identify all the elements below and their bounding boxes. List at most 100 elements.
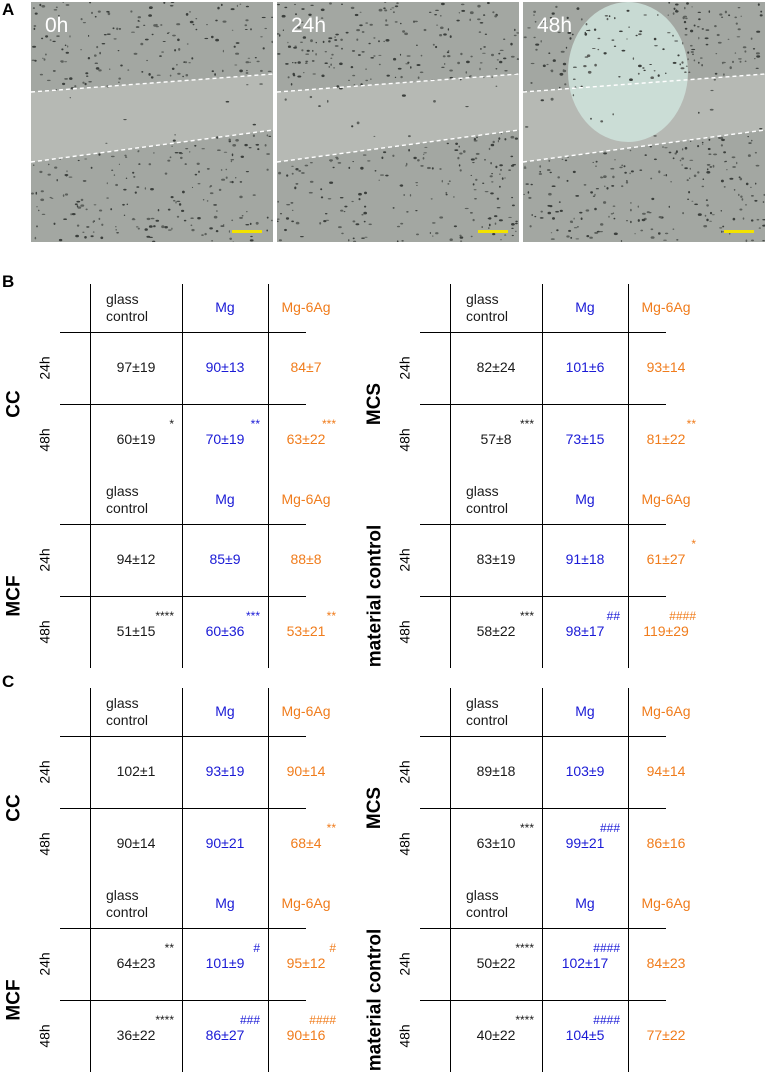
significance-marker: *** [519,609,534,623]
grid-line [542,284,543,476]
significance-marker: #### [309,1013,336,1027]
cell-value: 101±6 [565,359,605,376]
table-cell: 103±9 [542,736,628,808]
grid-line [60,736,306,737]
table-cell: 50±22 **** [450,928,542,1000]
column-header-mg: Mg [575,895,595,912]
grid-line [420,524,666,525]
cell-value: 104±5 [565,1027,605,1044]
row-label-text: 48h [396,1024,413,1048]
significance-marker: **** [155,609,174,623]
table-cell: 60±36 *** [182,596,268,668]
cell-value: 77±22 [646,1027,686,1044]
table-cell: 90±13 [182,332,268,404]
cell-value: 95±12 [286,955,326,972]
grid-line [182,688,183,880]
grid-line [182,880,183,1072]
significance-marker: ### [599,821,620,835]
panel-letter-a: A [2,0,15,19]
grid-line [60,808,306,809]
significance-marker: ** [326,821,336,835]
table-cell: 93±14 [628,332,704,404]
row-label-text: 48h [36,428,53,452]
significance-marker: ** [164,941,174,955]
row-label-text: 24h [36,356,53,380]
table-cell: 90±16 #### [268,1000,344,1072]
column-header-glass: glass control [466,290,509,325]
row-label-text: 48h [396,428,413,452]
row-label-r48: 48h [30,404,60,476]
table-c-mcf: glass control Mg Mg-6Ag MCF 24h 64±23 ** 101±9 #… [4,880,336,1072]
grid-line [450,284,451,476]
row-label-text: 24h [36,952,53,976]
cell-value: 57±8 [480,431,512,448]
grid-line [268,284,269,476]
significance-marker: # [329,941,336,955]
cell-value: 101±9 [205,955,245,972]
cell-value: 60±36 [205,623,245,640]
column-header-mg6ag: Mg-6Ag [281,299,331,316]
column-header-mg: Mg [215,491,235,508]
group-label: MCF [0,928,30,1072]
column-header-mg: Mg [215,299,235,316]
table-cell: 73±15 [542,404,628,476]
cell-value: 68±4 [290,835,322,852]
grid-line [60,332,306,333]
micrograph-0h: 0h [31,2,273,242]
cell-value: 102±17 [561,955,609,972]
micrograph-label: 48h [537,14,573,37]
row-label-text: 48h [396,832,413,856]
cell-value: 84±7 [290,359,322,376]
grid-line [450,880,451,1072]
table-cell: 61±27 * [628,524,704,596]
group-label-text: CC [3,794,25,822]
cell-value: 97±19 [116,359,156,376]
grid-line [420,928,666,929]
cell-value: 83±19 [476,551,516,568]
table-cell: 102±17 #### [542,928,628,1000]
table-cell: 89±18 [450,736,542,808]
table-b-mcs: glass control Mg Mg-6Ag MCS 24h 82±24 101±6 93±… [364,284,696,476]
table-cell: 86±27 ### [182,1000,268,1072]
table-cell: 36±22 **** [90,1000,182,1072]
cell-value: 64±23 [116,955,156,972]
row-label-r48: 48h [30,1000,60,1072]
column-header-mg6ag: Mg-6Ag [641,895,691,912]
table-cell: 77±22 [628,1000,704,1072]
table-cell: 82±24 [450,332,542,404]
cell-value: 90±14 [286,763,326,780]
cell-value: 98±17 [565,623,605,640]
column-header-glass: glass control [106,482,149,517]
grid-line [420,736,666,737]
row-label-text: 24h [396,356,413,380]
significance-marker: ** [326,609,336,623]
column-header-mg: Mg [575,299,595,316]
significance-marker: * [169,417,174,431]
row-label-r24: 24h [30,524,60,596]
cell-value: 119±29 [643,623,689,640]
table-cell: 90±14 [90,808,182,880]
grid-line [450,476,451,668]
column-header-mg6ag: Mg-6Ag [281,703,331,720]
cell-value: 84±23 [646,955,686,972]
cell-value: 93±19 [205,763,245,780]
table-cell: 84±23 [628,928,704,1000]
table-cell: 85±9 [182,524,268,596]
micrograph-48h: 48h [523,2,765,242]
table-c-material-control: glass control Mg Mg-6Ag material control 24h… [364,880,691,1072]
group-label: CC [0,332,30,476]
cell-value: 90±16 [286,1027,326,1044]
table-cell: 57±8 *** [450,404,542,476]
table-cell: 68±4 ** [268,808,344,880]
micrograph-label: 24h [291,14,327,37]
table-cell: 53±21 ** [268,596,344,668]
column-header-glass: glass control [106,886,149,921]
column-header-glass: glass control [466,482,509,517]
row-label-text: 48h [36,620,53,644]
grid-line [60,928,306,929]
grid-line [268,880,269,1072]
cell-value: 73±15 [565,431,605,448]
cell-value: 58±22 [476,623,516,640]
group-label-text: MCF [4,575,25,617]
table-cell: 99±21 ### [542,808,628,880]
